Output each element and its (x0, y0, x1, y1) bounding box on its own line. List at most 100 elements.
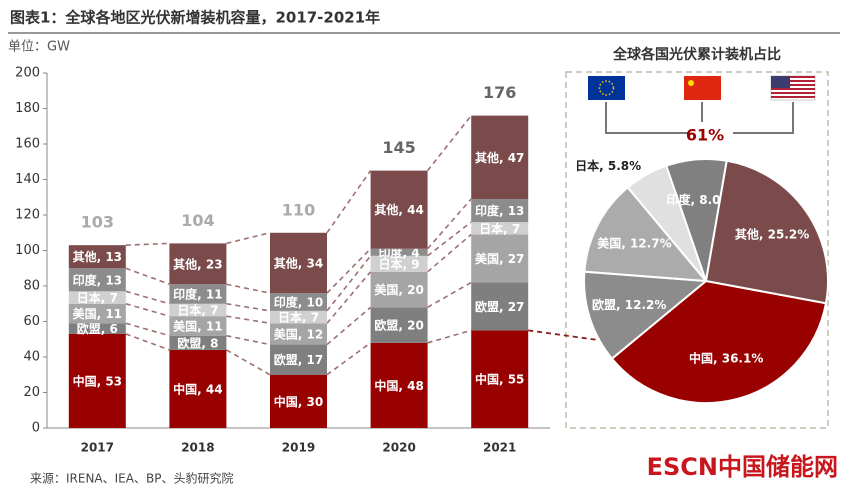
bar-label: 中国, 53 (73, 373, 122, 388)
logo: ESCN中国储能网 (647, 453, 838, 481)
bar-segment (270, 310, 327, 324)
y-tick-label: 100 (15, 243, 40, 258)
flag-us-canton (771, 76, 790, 88)
pie-slice (704, 159, 829, 305)
bar-label: 其他, 13 (73, 249, 122, 264)
connector-line (326, 255, 372, 312)
bar-segment (270, 344, 327, 375)
arrows (605, 102, 794, 134)
total-label: 176 (483, 83, 516, 102)
x-tick-label: 2017 (81, 441, 114, 455)
arrow-us (733, 102, 794, 134)
pie-label: 美国, 12.7% (597, 236, 671, 251)
bar-segment (169, 349, 227, 428)
bar-segment (370, 342, 428, 428)
bar-segment (169, 243, 227, 285)
bar-segment (169, 284, 227, 304)
bar-label: 欧盟, 20 (374, 318, 423, 333)
connector-line (125, 333, 170, 351)
bar-segment (370, 170, 428, 249)
bar-segment (370, 255, 428, 272)
bar-segment (270, 232, 327, 294)
connector-line (426, 115, 472, 172)
connector-line (226, 315, 271, 325)
pie-slice (610, 279, 828, 404)
y-tick-label: 140 (15, 172, 40, 187)
bar-label: 中国, 30 (274, 394, 323, 409)
connector-line (427, 329, 472, 344)
bar-label: 印度, 11 (173, 286, 222, 301)
bar-label: 美国, 12 (274, 326, 323, 341)
y-tick-label: 120 (15, 208, 40, 223)
connector-line (226, 349, 271, 376)
bar-segment (169, 335, 227, 350)
bar-label: 欧盟, 17 (274, 352, 323, 367)
bar-segment (471, 222, 529, 235)
bar-segment (270, 293, 327, 311)
flag-cn-star (688, 80, 694, 86)
flag-eu (588, 76, 625, 100)
bar-label: 其他, 47 (475, 150, 524, 165)
bar-label: 其他, 44 (374, 202, 423, 217)
y-tick-label: 20 (23, 385, 40, 400)
y-tick-label: 200 (15, 66, 40, 81)
pie-slice (583, 270, 709, 361)
connector-line (326, 248, 372, 294)
chart-title: 图表1：全球各地区光伏新增装机容量，2017-2021年 (10, 9, 380, 27)
pie-frame (565, 71, 829, 429)
connector-line (427, 233, 472, 273)
bar-segment (270, 374, 327, 428)
bar-segment (169, 316, 227, 336)
pie-label: 其他, 25.2% (735, 226, 809, 241)
bar-segment (68, 303, 126, 324)
x-tick-label: 2021 (483, 441, 516, 455)
bar-label: 日本, 7 (278, 310, 319, 325)
bar-segment (68, 268, 126, 292)
bar-label: 印度, 13 (73, 272, 122, 287)
bar-segment (370, 248, 428, 256)
y-tick-label: 40 (23, 350, 40, 365)
bar-segment (471, 115, 529, 200)
connector-line (326, 342, 372, 376)
connector-line (427, 281, 472, 308)
flags (588, 75, 816, 101)
connector-line (125, 267, 170, 285)
bar-label: 中国, 48 (374, 378, 423, 393)
total-label: 110 (282, 200, 315, 219)
y-tick-label: 180 (15, 101, 40, 116)
pie-label: 欧盟, 12.2% (592, 297, 666, 312)
connector-line (226, 302, 271, 312)
total-label: 145 (382, 138, 415, 157)
pie-label: 日本, 5.8% (575, 158, 641, 173)
x-tick-label: 2019 (282, 441, 315, 455)
connector-line (326, 170, 372, 234)
bar-label: 日本, 9 (379, 256, 420, 271)
bar-label: 欧盟, 27 (475, 299, 524, 314)
unit-label: 单位：GW (8, 40, 70, 55)
bar-label: 美国, 11 (73, 306, 122, 321)
bar-segment (370, 271, 428, 308)
pie-slice (583, 185, 709, 283)
connector-line (326, 306, 372, 346)
bar-label: 日本, 7 (177, 302, 218, 317)
pie-label: 中国, 36.1% (689, 350, 763, 365)
bar-label: 欧盟, 6 (77, 321, 118, 336)
bar-label: 其他, 23 (173, 256, 222, 271)
bar-label: 日本, 7 (479, 221, 520, 236)
y-tick-label: 160 (15, 137, 40, 152)
y-tick-label: 60 (23, 314, 40, 329)
flag-cn (684, 76, 721, 100)
connector-line (426, 198, 472, 250)
x-tick-label: 2018 (181, 441, 214, 455)
bar-segment (68, 245, 126, 269)
y-tick-label: 80 (23, 279, 40, 294)
bar-label: 欧盟, 8 (177, 335, 218, 350)
bar-segment (68, 291, 126, 304)
bar-segment (169, 303, 227, 317)
pie-annotation: 61% (686, 126, 724, 145)
total-label: 103 (81, 213, 114, 232)
connector-line (226, 334, 271, 346)
bar-label: 美国, 20 (374, 282, 423, 297)
